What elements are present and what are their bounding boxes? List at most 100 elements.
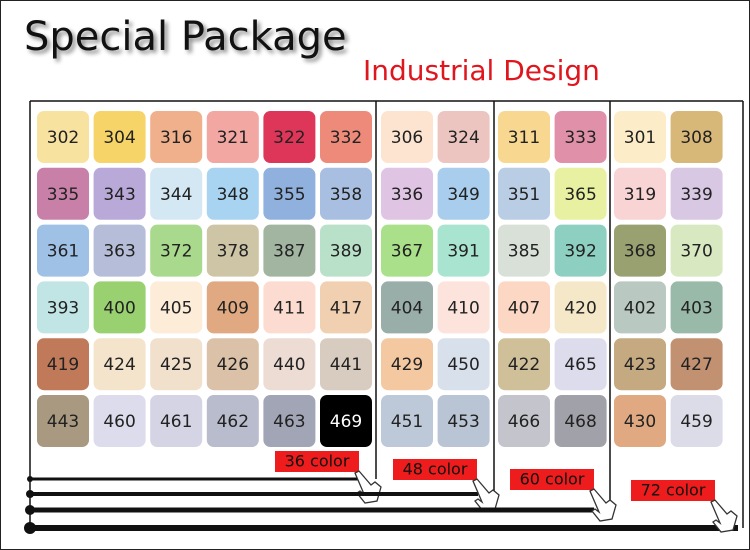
swatch-code: 427 (680, 355, 712, 375)
swatch (263, 395, 316, 447)
swatch (437, 338, 490, 391)
swatch (320, 167, 372, 220)
swatch (498, 338, 550, 391)
swatch-code: 420 (564, 298, 596, 318)
swatch-code: 409 (217, 298, 249, 318)
swatch (93, 167, 146, 220)
swatch-code: 468 (564, 412, 596, 432)
swatch-code: 423 (624, 355, 656, 375)
label-bg (275, 451, 359, 472)
swatch (670, 395, 723, 447)
swatch (93, 224, 146, 277)
swatch (381, 395, 433, 447)
swatch (498, 111, 550, 163)
swatch-code: 324 (447, 128, 479, 148)
swatch (554, 167, 607, 220)
swatch (498, 281, 550, 334)
swatch (670, 281, 723, 334)
swatch (614, 395, 666, 447)
range-dot (25, 505, 35, 515)
swatch-code: 332 (330, 128, 362, 148)
swatch (554, 281, 607, 334)
label-bg (631, 480, 715, 501)
swatch-code: 410 (447, 298, 479, 318)
swatch (670, 167, 723, 220)
swatch (437, 111, 490, 163)
swatch (614, 167, 666, 220)
swatch-code: 462 (217, 412, 249, 432)
swatch-code: 365 (564, 185, 596, 205)
swatch (150, 395, 203, 447)
label-bg (510, 469, 594, 490)
swatch-code: 321 (217, 128, 249, 148)
swatch (554, 395, 607, 447)
swatch (670, 224, 723, 277)
swatch (93, 395, 146, 447)
swatch (498, 167, 550, 220)
swatch-code: 336 (391, 185, 423, 205)
swatch (554, 224, 607, 277)
swatch (263, 281, 316, 334)
swatch-code: 424 (103, 355, 135, 375)
swatch (206, 111, 259, 163)
swatch-code: 443 (47, 412, 79, 432)
swatch (37, 167, 89, 220)
count-label: 48 color (403, 460, 468, 479)
swatch (381, 167, 433, 220)
swatch-code: 430 (624, 412, 656, 432)
swatch-code: 349 (447, 185, 479, 205)
swatch (263, 338, 316, 391)
swatch (150, 167, 203, 220)
swatch-code: 335 (47, 185, 79, 205)
swatch (554, 338, 607, 391)
count-label: 36 color (285, 452, 350, 471)
swatch (670, 338, 723, 391)
swatch (320, 395, 372, 447)
label-bg (393, 459, 477, 480)
swatch-code: 400 (103, 298, 135, 318)
swatch-code: 370 (680, 242, 712, 262)
swatch-code: 460 (103, 412, 135, 432)
range-dot (24, 522, 36, 534)
swatch-code: 351 (508, 185, 540, 205)
swatch (37, 338, 89, 391)
swatch-code: 419 (47, 355, 79, 375)
swatch-code: 404 (391, 298, 423, 318)
swatch (206, 167, 259, 220)
swatch-code: 378 (217, 242, 249, 262)
swatch (93, 111, 146, 163)
swatch-code: 367 (391, 242, 423, 262)
swatch-code: 306 (391, 128, 423, 148)
swatch-code: 405 (160, 298, 192, 318)
swatch (93, 281, 146, 334)
swatch-code: 385 (508, 242, 540, 262)
swatch (320, 111, 372, 163)
swatch (206, 224, 259, 277)
swatch (150, 224, 203, 277)
swatch (381, 281, 433, 334)
swatch-code: 466 (508, 412, 540, 432)
swatch-code: 393 (47, 298, 79, 318)
swatch (263, 167, 316, 220)
swatch-code: 417 (330, 298, 362, 318)
swatch (437, 167, 490, 220)
swatch (206, 281, 259, 334)
swatch (320, 224, 372, 277)
swatch (150, 281, 203, 334)
swatch-code: 343 (103, 185, 135, 205)
swatch (498, 224, 550, 277)
swatch-code: 308 (680, 128, 712, 148)
swatch-code: 387 (273, 242, 305, 262)
swatch (150, 111, 203, 163)
swatch (37, 281, 89, 334)
swatch-code: 302 (47, 128, 79, 148)
swatch-code: 403 (680, 298, 712, 318)
swatch (614, 281, 666, 334)
swatch-code: 450 (447, 355, 479, 375)
swatch-code: 355 (273, 185, 305, 205)
swatch (37, 395, 89, 447)
swatch (37, 224, 89, 277)
hand-icon (710, 499, 738, 533)
swatch (206, 338, 259, 391)
